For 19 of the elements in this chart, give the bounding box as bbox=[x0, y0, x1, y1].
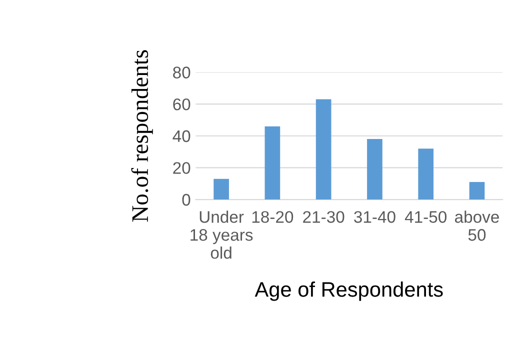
x-tick-label: 18-20 bbox=[252, 211, 294, 223]
x-tick-label: above 50 bbox=[454, 210, 499, 241]
bar bbox=[264, 126, 280, 200]
y-tick-label: 20 bbox=[173, 162, 190, 174]
y-tick-label: 0 bbox=[182, 194, 190, 206]
bar bbox=[367, 139, 382, 200]
bar bbox=[469, 182, 485, 200]
x-axis-title: Age of Respondents bbox=[254, 282, 443, 301]
x-tick-label: 31-40 bbox=[354, 211, 396, 223]
x-tick-label: 21-30 bbox=[303, 211, 344, 223]
x-tick-label: Under 18 years old bbox=[190, 210, 253, 259]
y-tick-label: 40 bbox=[172, 130, 190, 142]
bar bbox=[316, 99, 332, 200]
bar bbox=[214, 178, 229, 200]
y-axis-title: No.of respondents bbox=[131, 50, 153, 222]
bar bbox=[418, 148, 434, 200]
x-tick-label: 41-50 bbox=[404, 211, 447, 223]
y-tick-label: 80 bbox=[173, 66, 190, 78]
y-tick-label: 60 bbox=[173, 98, 190, 110]
